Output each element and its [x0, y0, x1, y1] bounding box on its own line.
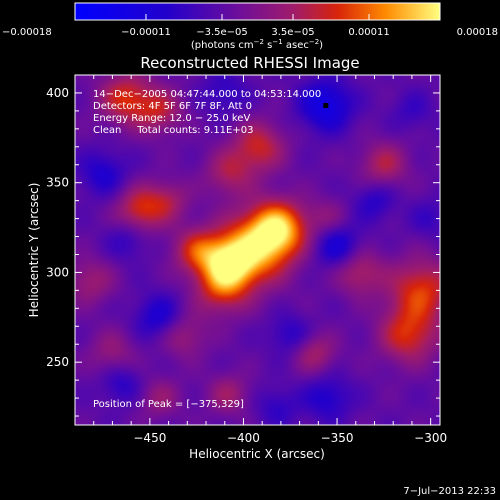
colorbar-tick-label: −0.00011	[121, 27, 171, 38]
info-annotations: 14−Dec−2005 04:47:44.000 to 04:53:14.000…	[93, 89, 321, 410]
x-tick-label: −400	[227, 431, 260, 445]
x-tick-label: −350	[321, 431, 354, 445]
y-tick-label: 400	[46, 86, 69, 100]
colorbar-tick-label: 0.00018	[457, 27, 498, 38]
heatmap-image	[75, 75, 440, 425]
chart-title: Reconstructed RHESSI Image	[140, 54, 359, 72]
colorbar-tick-label: 0.00011	[348, 27, 389, 38]
colorbar-unit-label: (photons cm−2 s−1 asec−2)	[191, 38, 323, 51]
colorbar-ticks: −0.00018 −0.00011 −3.5e−05 3.5e−05 0.00011 0.…	[2, 14, 498, 38]
annotation-energy-range: Energy Range: 12.0 − 25.0 keV	[93, 113, 250, 124]
render-timestamp: 7−Jul−2013 22:33	[403, 486, 496, 497]
x-axis-label: Heliocentric X (arcsec)	[189, 447, 325, 461]
peak-position-label: Position of Peak = [−375,329]	[93, 399, 244, 410]
heatmap-area	[75, 75, 440, 425]
annotation-detectors: Detectors: 4F 5F 6F 7F 8F, Att 0	[93, 101, 252, 112]
y-tick-label: 300	[46, 265, 69, 279]
colorbar-tick-label: 3.5e−05	[271, 27, 314, 38]
y-axis: 250 300 350 400	[46, 74, 440, 417]
colorbar-frame	[74, 2, 441, 21]
y-tick-label: 250	[46, 355, 69, 369]
min-marker	[323, 103, 329, 109]
y-axis-label: Heliocentric Y (arcsec)	[27, 183, 41, 318]
colorbar-tick-label: −0.00018	[2, 27, 52, 38]
colorbar: −0.00018 −0.00011 −3.5e−05 3.5e−05 0.00011 0.…	[2, 2, 498, 51]
x-tick-label: −450	[133, 431, 166, 445]
x-tick-label: −300	[414, 431, 447, 445]
colorbar-tick-label: −3.5e−05	[196, 27, 248, 38]
annotation-clean-counts: Clean Total counts: 9.11E+03	[93, 125, 253, 136]
colorbar-gradient	[75, 3, 440, 20]
x-axis: −450 −400 −350 −300	[93, 75, 447, 445]
plot-frame	[74, 74, 441, 426]
annotation-time-range: 14−Dec−2005 04:47:44.000 to 04:53:14.000	[93, 89, 321, 100]
y-tick-label: 350	[46, 176, 69, 190]
